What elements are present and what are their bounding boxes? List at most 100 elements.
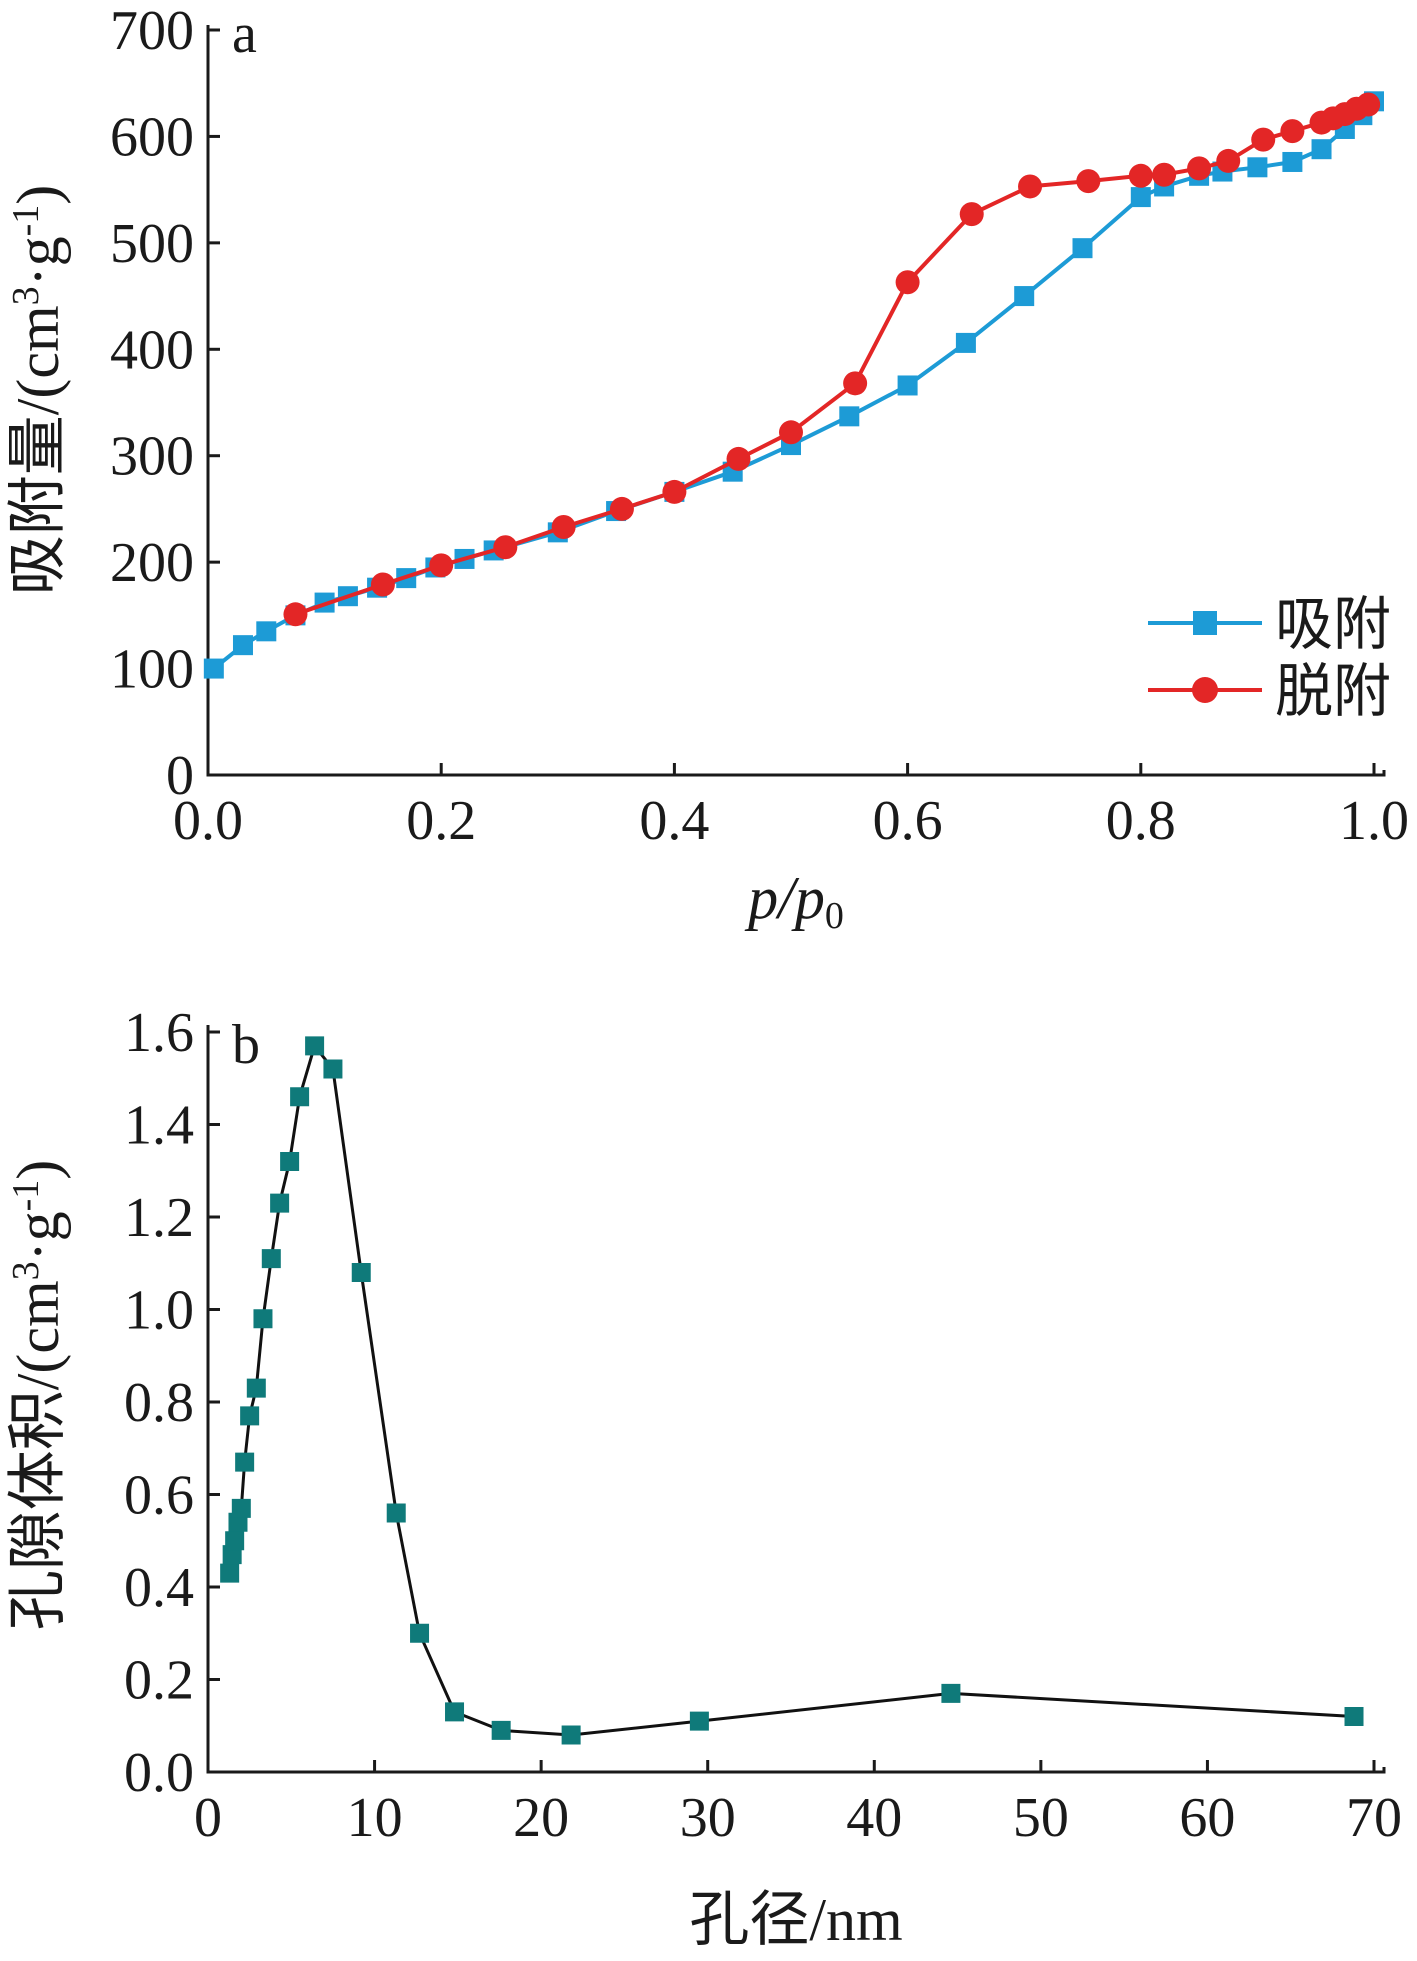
data-point-a-0-16 (839, 406, 860, 427)
x-tick-label: 0 (194, 1787, 222, 1849)
data-point-a-1-0 (283, 602, 308, 627)
panel-a-y-axis-title: 吸附量/(cm3·g-1) (5, 185, 71, 596)
panel-b-series (220, 1036, 1364, 1745)
data-point-b-0-12 (290, 1087, 310, 1107)
data-point-a-1-5 (609, 496, 634, 521)
legend-marker-desorption (1192, 677, 1218, 703)
data-point-a-1-13 (1076, 169, 1101, 194)
y-tick-label: 700 (110, 0, 194, 62)
y-tick-label: 0.8 (124, 1372, 194, 1434)
x-tick-label: 0.4 (639, 790, 709, 852)
panel-a-ticks (206, 28, 1376, 777)
series-line-b-0 (228, 1044, 1355, 1737)
legend-marker-adsorption (1193, 611, 1217, 635)
data-point-a-1-11 (959, 202, 984, 227)
data-point-b-0-18 (445, 1702, 465, 1722)
data-point-b-0-7 (246, 1378, 266, 1398)
y-tick-label: 0.4 (124, 1557, 194, 1619)
data-point-a-1-9 (843, 371, 868, 396)
panel-a-label: a (232, 3, 257, 65)
data-point-a-1-10 (895, 270, 920, 295)
panel-b-ticks (206, 1030, 1376, 1774)
y-tick-label: 1.4 (124, 1095, 194, 1157)
data-point-a-0-25 (1247, 157, 1268, 178)
y-tick-label: 1.0 (124, 1280, 194, 1342)
data-point-a-0-0 (203, 658, 224, 679)
data-point-a-0-27 (1311, 139, 1332, 160)
panel-a-legend: 吸附 脱附 (1148, 592, 1391, 724)
x-tick-label: 0.6 (873, 790, 943, 852)
data-point-a-1-4 (551, 515, 576, 540)
data-point-a-0-26 (1282, 151, 1303, 172)
panel-b-label: b (232, 1014, 260, 1076)
data-point-a-1-16 (1187, 156, 1212, 181)
x-tick-label: 10 (347, 1787, 403, 1849)
data-point-b-0-13 (305, 1036, 325, 1056)
panel-a-y-tick-labels: 0 100 200 300 400 500 600 700 (110, 0, 194, 807)
legend-label-desorption: 脱附 (1275, 659, 1391, 724)
panel-a-x-axis-title: p/p0 (744, 865, 844, 937)
y-tick-label: 0.6 (124, 1465, 194, 1527)
data-point-b-0-8 (253, 1309, 273, 1329)
data-point-b-0-5 (235, 1452, 255, 1472)
data-point-a-0-17 (897, 375, 918, 396)
data-point-b-0-10 (270, 1193, 290, 1213)
data-point-a-1-6 (662, 479, 687, 504)
panel-b-y-tick-labels: 0.0 0.2 0.4 0.6 0.8 1.0 1.2 1.4 1.6 (124, 1002, 194, 1804)
panel-a-series (203, 91, 1384, 679)
data-point-a-1-19 (1280, 119, 1305, 144)
data-point-a-1-7 (726, 446, 751, 471)
panel-a-x-tick-labels: 0.0 0.2 0.4 0.6 0.8 1.0 (173, 790, 1409, 852)
data-point-b-0-17 (410, 1623, 430, 1643)
x-tick-label: 1.0 (1339, 790, 1409, 852)
data-point-b-0-0 (220, 1563, 240, 1583)
x-tick-label: 0.8 (1106, 790, 1176, 852)
y-tick-label: 1.6 (124, 1002, 194, 1064)
x-tick-label: 30 (680, 1787, 736, 1849)
data-point-a-1-17 (1216, 148, 1241, 173)
y-tick-label: 500 (110, 213, 194, 275)
y-tick-label: 400 (110, 319, 194, 381)
data-point-b-0-23 (1344, 1707, 1364, 1726)
data-point-b-0-20 (561, 1725, 581, 1745)
data-point-a-1-24 (1356, 92, 1381, 117)
panel-b-axes (206, 1025, 1386, 1774)
y-tick-label: 0 (166, 745, 194, 807)
panel-a-axes (206, 25, 1386, 777)
data-point-b-0-2 (225, 1531, 245, 1551)
legend-item-desorption: 脱附 (1148, 659, 1391, 724)
data-point-a-1-2 (429, 553, 454, 578)
data-point-b-0-15 (351, 1263, 371, 1282)
data-point-a-0-21 (1130, 187, 1151, 208)
y-tick-label: 1.2 (124, 1187, 194, 1249)
data-point-a-1-14 (1128, 163, 1153, 188)
data-point-a-0-1 (232, 635, 253, 656)
x-tick-label: 0.0 (173, 790, 243, 852)
panel-b-x-tick-labels: 0 10 20 30 40 50 60 70 (194, 1787, 1402, 1849)
data-point-a-1-3 (493, 535, 518, 560)
x-tick-label: 0.2 (406, 790, 476, 852)
y-tick-label: 200 (110, 532, 194, 594)
legend-label-adsorption: 吸附 (1275, 592, 1391, 657)
y-tick-label: 600 (110, 106, 194, 168)
legend-item-adsorption: 吸附 (1148, 592, 1391, 657)
data-point-a-1-18 (1251, 127, 1276, 152)
data-point-b-0-19 (491, 1720, 511, 1740)
data-point-a-1-15 (1152, 162, 1177, 187)
data-point-a-0-20 (1072, 238, 1093, 259)
x-tick-label: 70 (1346, 1787, 1402, 1849)
panel-b-x-axis-title: 孔径/nm (689, 1887, 902, 1953)
y-tick-label: 100 (110, 639, 194, 701)
x-tick-label: 40 (846, 1787, 902, 1849)
data-point-b-0-11 (280, 1152, 300, 1171)
x-tick-label: 50 (1013, 1787, 1069, 1849)
data-point-b-0-14 (323, 1059, 343, 1079)
data-point-b-0-6 (240, 1406, 260, 1426)
data-point-a-1-12 (1018, 174, 1043, 199)
y-tick-label: 300 (110, 426, 194, 488)
panel-b-chart: 0.0 0.2 0.4 0.6 0.8 1.0 1.2 1.4 1.6 0 10 20 30 40 50 6… (5, 1002, 1402, 1953)
data-point-a-0-2 (256, 621, 277, 642)
data-point-a-1-8 (779, 420, 803, 445)
data-point-a-1-1 (370, 572, 395, 597)
